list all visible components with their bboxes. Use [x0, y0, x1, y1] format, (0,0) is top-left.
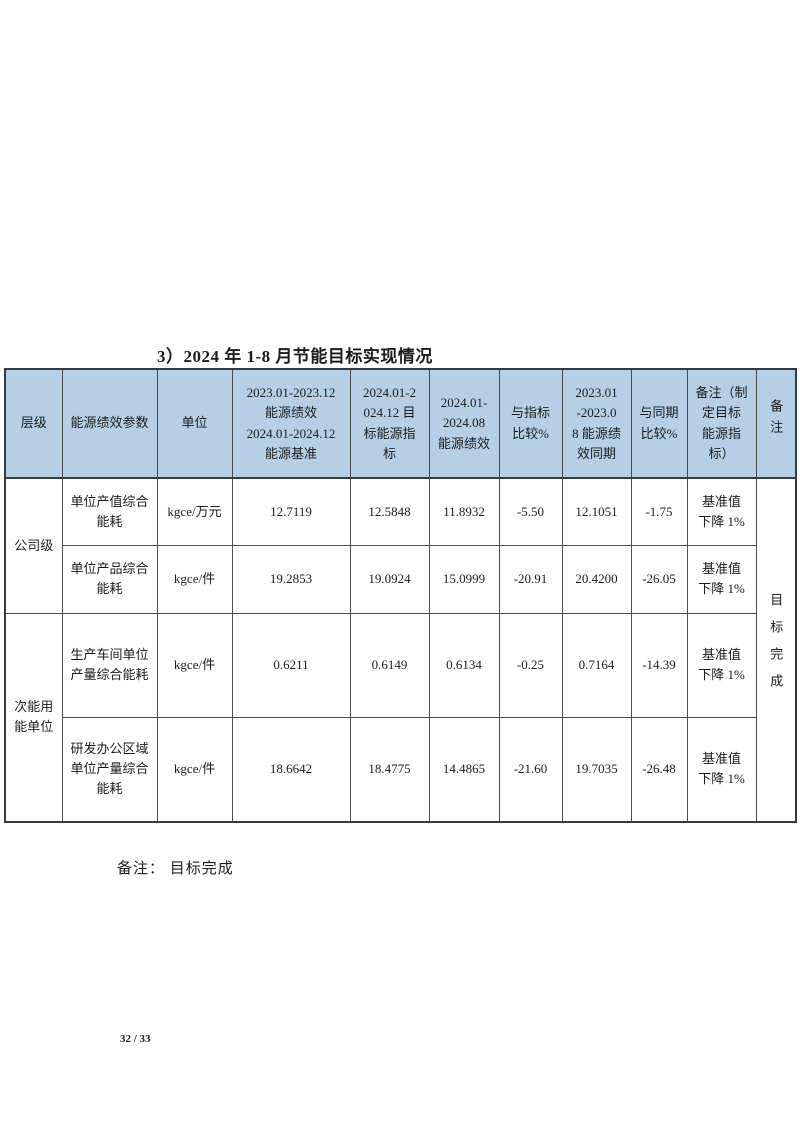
remark-note: 备注： 目标完成 [117, 861, 234, 877]
table-row: 研发办公区域单位产量综合能耗 kgce/件 18.6642 18.4775 14… [5, 716, 796, 823]
header-param: 能源绩效参数 [61, 368, 158, 479]
table-row: 次能用能单位 生产车间单位产量综合能耗 kgce/件 0.6211 0.6149… [4, 612, 796, 823]
cell-param: 生产车间单位产量综合能耗 [61, 612, 158, 718]
header-same-period: 2023.01 -2023.0 8 能源绩 效同期 [561, 368, 632, 479]
header-actual: 2024.01- 2024.08 能源绩效 [428, 368, 500, 479]
header-level: 层级 [4, 368, 63, 479]
cell-param: 研发办公区域单位产量综合能耗 [61, 716, 158, 823]
header-vs-period: 与同期 比较% [630, 368, 688, 479]
header-remark: 备注 [755, 368, 797, 479]
header-baseline: 2023.01-2023.12 能源绩效 2024.01-2024.12 能源基… [231, 368, 351, 479]
header-remark-label: 备注 [768, 399, 784, 442]
cell-same-period: 20.4200 [561, 544, 632, 614]
table-header-row: 层级 能源绩效参数 单位 2023.01-2023.12 能源绩效 2024.0… [4, 368, 797, 479]
cell-baseline: 0.6211 [231, 612, 351, 718]
remark-merged-label: 目标完成 [768, 592, 784, 701]
cell-baseline: 12.7119 [231, 477, 351, 546]
cell-actual: 15.0999 [428, 544, 500, 614]
cell-unit: kgce/件 [156, 544, 233, 614]
cell-target: 18.4775 [349, 716, 430, 823]
cell-target: 0.6149 [349, 612, 430, 718]
cell-baseline: 19.2853 [231, 544, 351, 614]
cell-same-period: 19.7035 [561, 716, 632, 823]
cell-group-company: 公司级 [4, 477, 63, 614]
cell-same-period: 12.1051 [561, 477, 632, 546]
header-note: 备注（制 定目标 能源指 标） [686, 368, 757, 479]
cell-param: 单位产品综合能耗 [61, 544, 158, 614]
cell-vs-target: -5.50 [498, 477, 563, 546]
page-number: 32 / 33 [120, 1033, 151, 1045]
cell-target: 19.0924 [349, 544, 430, 614]
cell-vs-period: -1.75 [630, 477, 688, 546]
cell-note: 基准值 下降 1% [686, 544, 757, 614]
cell-note: 基准值 下降 1% [686, 477, 757, 546]
cell-target: 12.5848 [349, 477, 430, 546]
cell-actual: 11.8932 [428, 477, 500, 546]
header-vs-target: 与指标 比较% [498, 368, 563, 479]
cell-same-period: 0.7164 [561, 612, 632, 718]
cell-actual: 0.6134 [428, 612, 500, 718]
table-row: 单位产品综合能耗 kgce/件 19.2853 19.0924 15.0999 … [5, 544, 796, 614]
cell-unit: kgce/件 [156, 716, 233, 823]
cell-baseline: 18.6642 [231, 716, 351, 823]
cell-vs-target: -0.25 [498, 612, 563, 718]
cell-unit: kgce/万元 [156, 477, 233, 546]
header-target: 2024.01-2 024.12 目 标能源指 标 [349, 368, 430, 479]
cell-note: 基准值 下降 1% [686, 612, 757, 718]
section-title: 3）2024 年 1-8 月节能目标实现情况 [157, 347, 433, 366]
cell-note: 基准值 下降 1% [686, 716, 757, 823]
header-unit: 单位 [156, 368, 233, 479]
cell-group-secondary: 次能用能单位 [4, 612, 63, 823]
cell-vs-target: -21.60 [498, 716, 563, 823]
cell-vs-period: -26.05 [630, 544, 688, 614]
cell-vs-period: -26.48 [630, 716, 688, 823]
cell-unit: kgce/件 [156, 612, 233, 718]
cell-vs-period: -14.39 [630, 612, 688, 718]
cell-remark-merged: 目标完成 [755, 477, 797, 823]
cell-vs-target: -20.91 [498, 544, 563, 614]
energy-target-table: 层级 能源绩效参数 单位 2023.01-2023.12 能源绩效 2024.0… [4, 368, 797, 823]
table-row: 公司级 单位产值综合能耗 kgce/万元 12.7119 12.5848 11.… [4, 477, 797, 823]
cell-actual: 14.4865 [428, 716, 500, 823]
cell-param: 单位产值综合能耗 [61, 477, 158, 546]
